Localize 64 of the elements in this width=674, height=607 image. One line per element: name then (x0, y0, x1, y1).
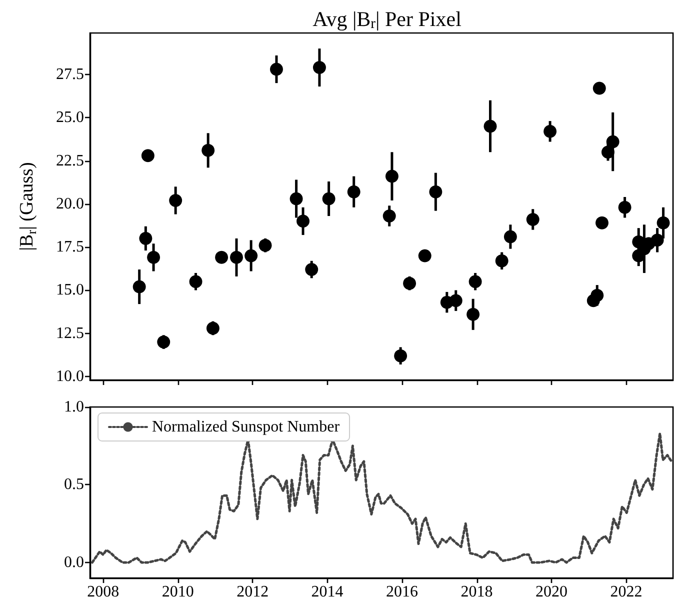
point (244, 249, 258, 262)
point (270, 62, 283, 76)
y-tick-label: 25.0 (56, 109, 84, 126)
x-tick-label: 2020 (536, 584, 568, 600)
point (466, 308, 480, 321)
point (403, 276, 416, 290)
point (495, 254, 508, 268)
y-tick-label: 20.0 (56, 195, 84, 212)
point (202, 144, 215, 157)
point (258, 238, 272, 252)
point (347, 185, 360, 198)
y-tick-label: 1.0 (64, 398, 84, 416)
chart-title: Avg |Br| Per Pixel (312, 7, 462, 32)
legend-label: Normalized Sunspot Number (152, 418, 340, 436)
x-tick-label: 2008 (87, 584, 120, 600)
point (385, 170, 398, 183)
point (206, 322, 220, 335)
point (484, 120, 497, 133)
point (601, 146, 614, 159)
point (449, 294, 462, 308)
y-tick-label: 10.0 (56, 368, 84, 386)
point (592, 82, 606, 95)
x-tick-label: 2012 (236, 584, 269, 600)
y-tick-label: 0.0 (64, 554, 84, 571)
point (526, 212, 540, 226)
y-tick-label: 22.5 (56, 152, 84, 170)
point (468, 275, 482, 288)
point (382, 210, 396, 222)
point (418, 249, 432, 262)
x-tick-label: 2018 (460, 584, 493, 600)
point (650, 234, 664, 247)
x-tick-label: 2022 (610, 584, 642, 600)
point (290, 192, 303, 206)
x-tick-label: 2014 (311, 584, 344, 600)
point (132, 280, 146, 294)
point (189, 275, 202, 288)
point (544, 124, 557, 138)
y-tick-label: 0.5 (64, 476, 84, 494)
point (590, 288, 604, 302)
point (596, 216, 608, 230)
point (312, 61, 326, 74)
point (141, 149, 154, 162)
point (618, 200, 632, 214)
point (230, 250, 243, 264)
y-axis-title: |Br| (Gauss) (16, 162, 39, 251)
point (394, 349, 408, 362)
point (606, 135, 620, 148)
point (215, 250, 228, 264)
point (429, 185, 442, 198)
y-tick-label: 12.5 (56, 324, 84, 342)
point (169, 194, 182, 207)
point (656, 216, 670, 230)
y-tick-label: 17.5 (56, 238, 84, 256)
x-tick-label: 2016 (386, 584, 418, 600)
x-tick-label: 2010 (162, 584, 194, 600)
y-tick-label: 27.5 (56, 66, 84, 83)
point (296, 214, 310, 228)
point (322, 192, 336, 206)
point (139, 232, 152, 245)
point (504, 230, 517, 244)
y-tick-label: 15.0 (56, 282, 84, 299)
point (305, 263, 318, 276)
point (147, 250, 160, 264)
point (157, 336, 170, 349)
